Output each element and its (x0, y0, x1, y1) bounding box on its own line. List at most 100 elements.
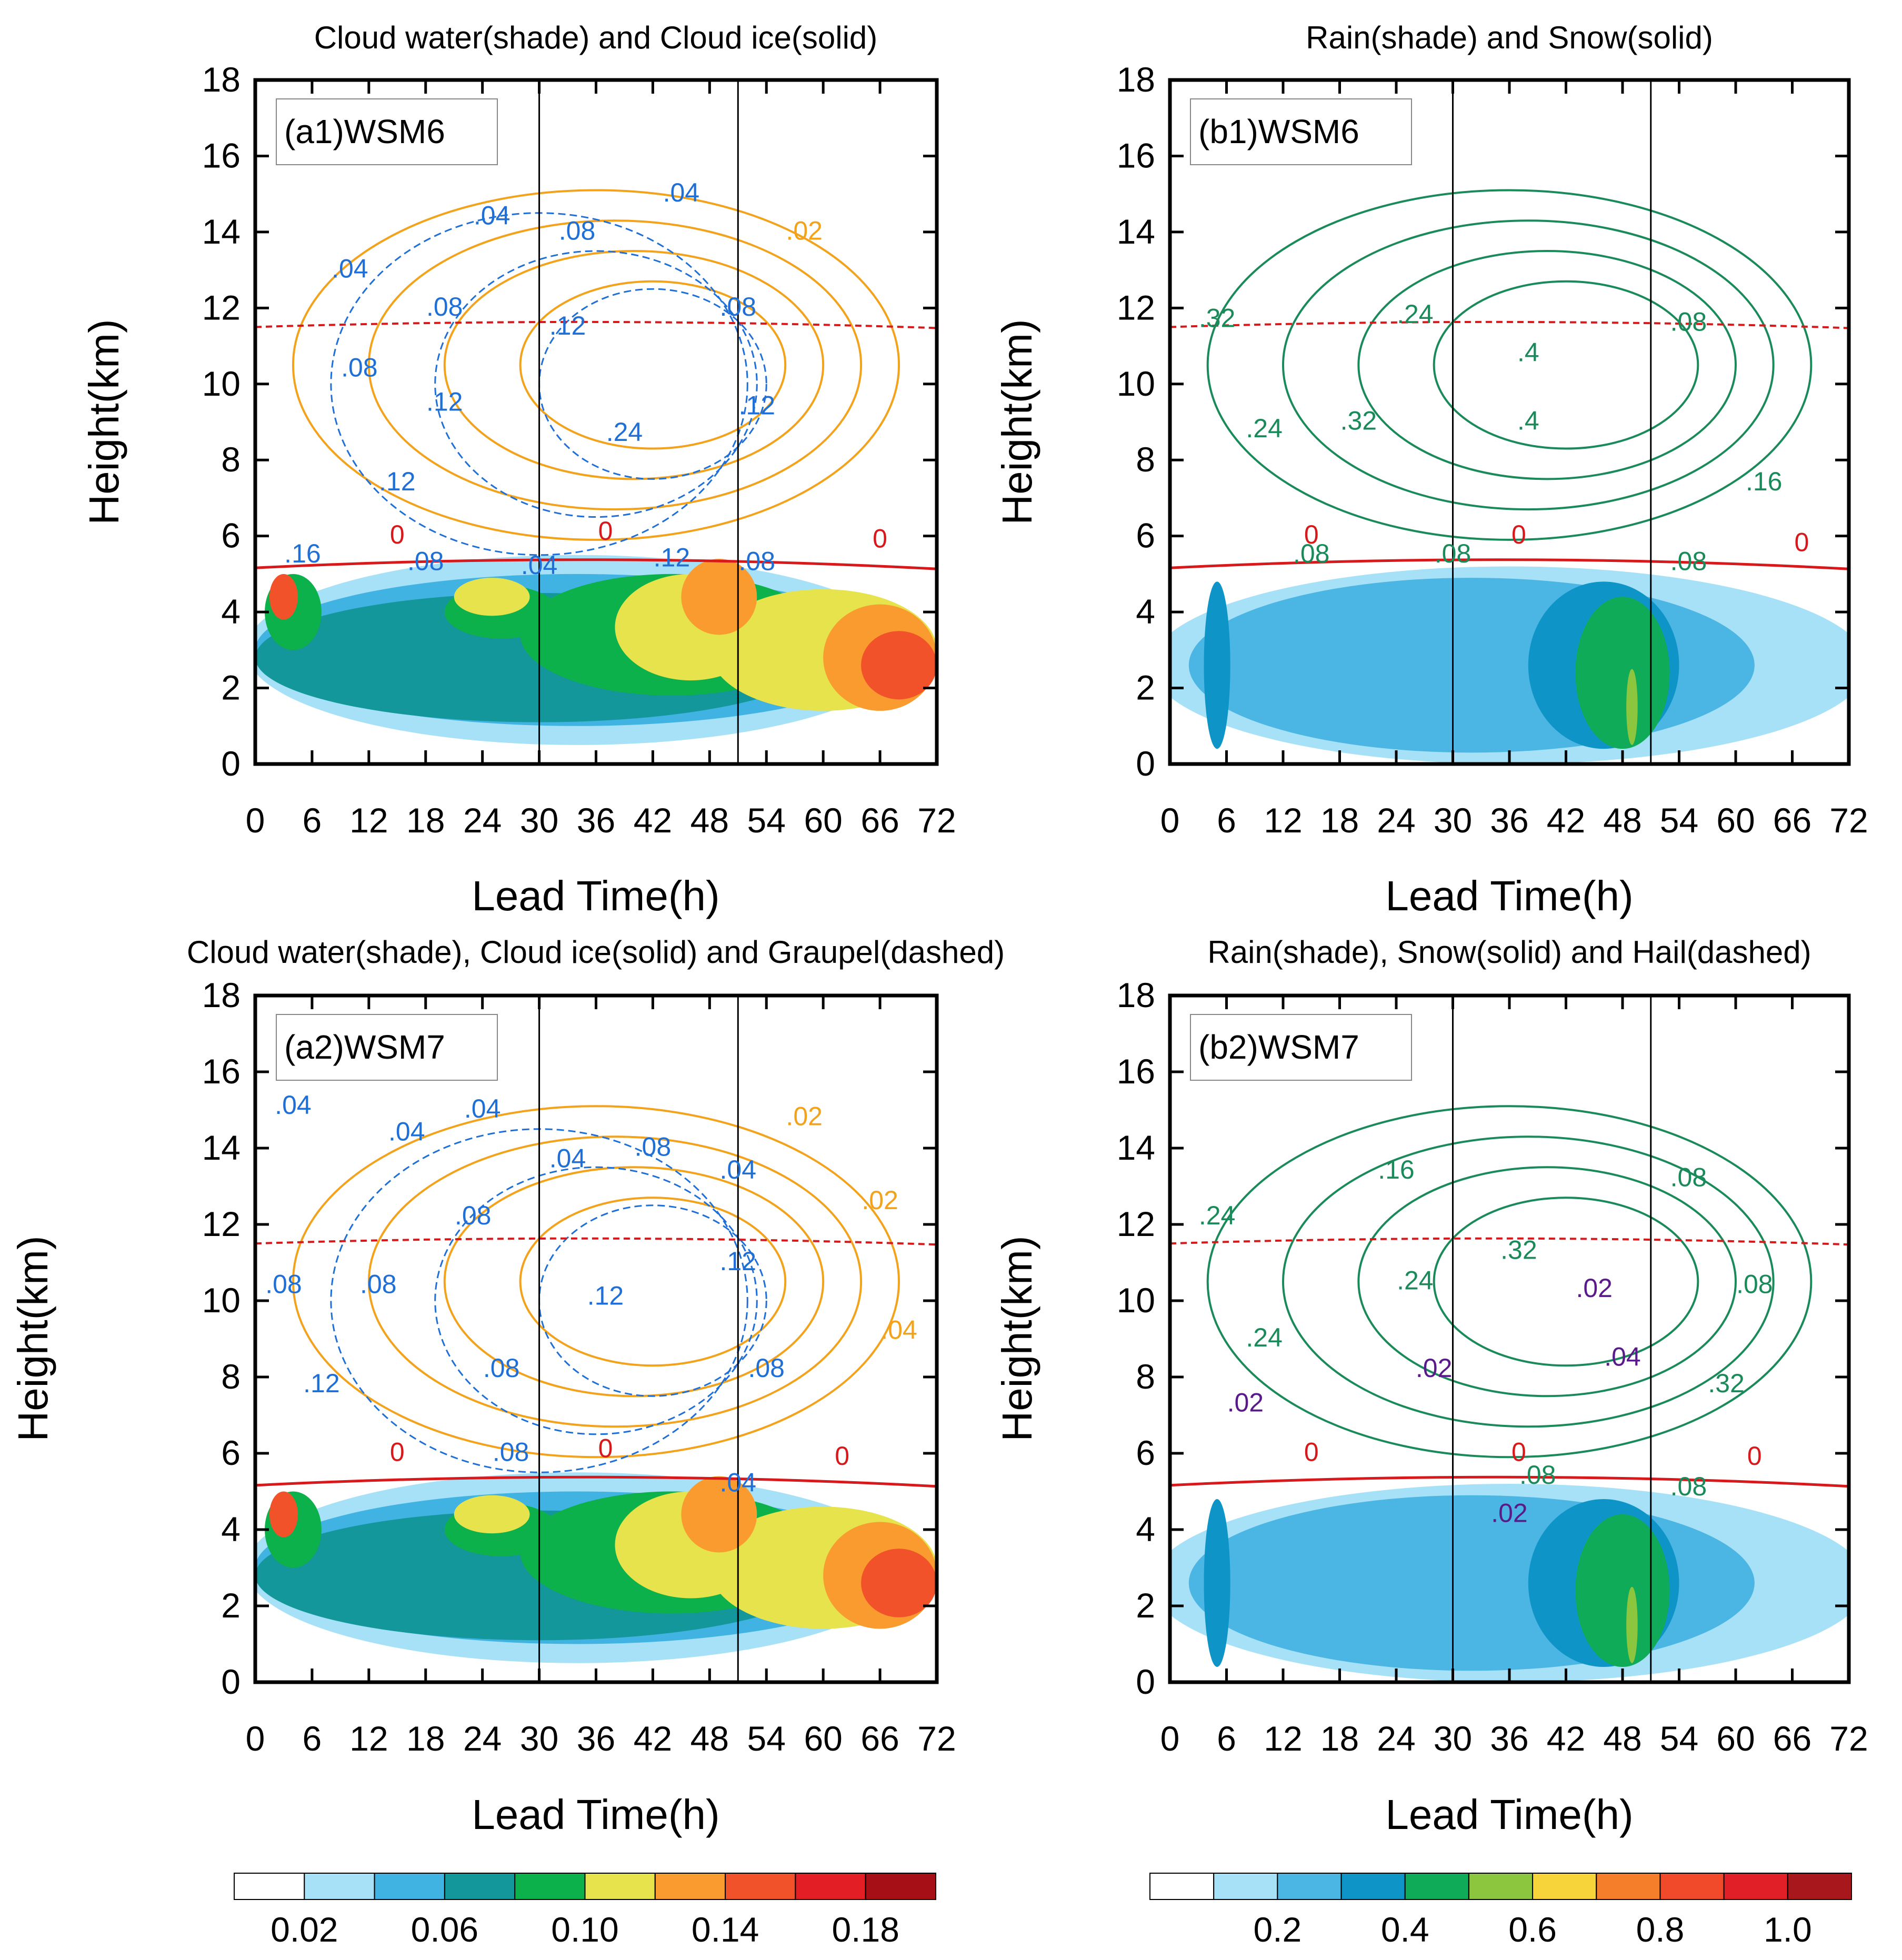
colorbar-label: 0.14 (692, 1910, 759, 1949)
contour-label: .24 (1246, 414, 1283, 443)
x-tick-label: 18 (1320, 801, 1359, 840)
x-tick-label: 36 (577, 1719, 615, 1758)
contour-label: .08 (407, 547, 444, 576)
panel-a2: Cloud water(shade), Cloud ice(solid) and… (9, 934, 1005, 1838)
contour-line (1357, 1166, 1737, 1398)
y-tick-label: 12 (202, 288, 241, 327)
y-tick-label: 18 (202, 976, 241, 1014)
contour-label: 0 (1304, 520, 1319, 549)
y-tick-label: 4 (221, 1510, 241, 1549)
graupel-contour (434, 250, 758, 518)
contour-line (519, 1197, 787, 1367)
contour-label: .08 (426, 292, 463, 321)
contour-label: .08 (341, 353, 378, 382)
shade-region (454, 1495, 530, 1534)
contour-label: .04 (464, 1094, 501, 1123)
contour-label: .24 (1397, 1265, 1434, 1295)
colorbar-swatch (584, 1873, 656, 1900)
y-tick-label: 2 (221, 1586, 241, 1625)
y-tick-label: 16 (202, 136, 241, 175)
contour-label: .08 (559, 216, 596, 245)
colorbar-swatch (1340, 1873, 1406, 1900)
y-axis-label: Height(km) (994, 1235, 1040, 1441)
tropopause-line (1170, 1237, 1849, 1246)
x-tick-label: 24 (463, 801, 502, 840)
colorbar-swatch (1532, 1873, 1597, 1900)
colorbar-label: 0.18 (832, 1910, 899, 1949)
contour-label: .02 (1491, 1499, 1528, 1528)
contour-label: 0 (390, 1438, 405, 1467)
plot-area: .32.24.24.32.4.4.08.16.08.08.080 0 0 (1170, 80, 1849, 764)
x-tick-label: 48 (1603, 801, 1641, 840)
y-tick-label: 0 (1136, 744, 1155, 783)
contour-line (1206, 1105, 1813, 1459)
contour-label: .04 (388, 1117, 425, 1147)
contour-label: .08 (1519, 1460, 1556, 1490)
contour-label: .02 (862, 1185, 898, 1215)
contour-label: 0 (1304, 1438, 1319, 1467)
graupel-contour (538, 1204, 767, 1397)
x-tick-label: 60 (804, 1719, 842, 1758)
contour-label: .08 (1736, 1270, 1773, 1299)
y-tick-label: 8 (1136, 440, 1155, 479)
colorbar-swatch (1404, 1873, 1469, 1900)
contour-label: .12 (739, 391, 776, 420)
contour-label: .04 (880, 1315, 917, 1345)
contour-label: 0 (1747, 1441, 1762, 1471)
x-tick-label: 42 (1547, 801, 1585, 840)
x-tick-label: 66 (860, 1719, 899, 1758)
contour-label: .24 (1246, 1323, 1283, 1352)
x-tick-label: 24 (463, 1719, 502, 1758)
panel-a1: Cloud water(shade) and Cloud ice(solid) … (81, 20, 956, 919)
x-tick-label: 6 (1217, 801, 1236, 840)
colorbar-swatch (1468, 1873, 1534, 1900)
panel-b1: Rain(shade) and Snow(solid) .32 .24 .24 .32… (994, 20, 1868, 919)
colorbar-swatch (795, 1873, 866, 1900)
y-tick-label: 14 (1117, 212, 1155, 251)
y-tick-label: 12 (202, 1204, 241, 1243)
shade-region (1575, 597, 1670, 749)
contour-line (1433, 1197, 1699, 1367)
y-tick-label: 16 (1117, 136, 1155, 175)
contour-label: .04 (521, 550, 558, 580)
contour-label: .08 (455, 1201, 492, 1230)
contour-label: .4 (1517, 406, 1539, 435)
colorbar-swatch (514, 1873, 586, 1900)
x-tick-label: 54 (747, 1719, 786, 1758)
contour-label: .08 (635, 1132, 672, 1162)
contour-label: .08 (720, 292, 757, 321)
plot-area: .24 .16 .24 .24 .32 .08 .08 .32 .08 .08 .02 .02 .02.… (1170, 996, 1849, 1682)
contour-line (367, 219, 863, 511)
contour-line (443, 1166, 825, 1398)
panel-title: Rain(shade) and Snow(solid) (1306, 20, 1713, 55)
contour-line (1282, 1135, 1775, 1428)
contour-label: .4 (1517, 337, 1539, 367)
x-tick-label: 42 (1547, 1719, 1585, 1758)
contour-label: .08 (1670, 307, 1707, 337)
y-tick-label: 10 (1117, 364, 1155, 403)
y-tick-label: 16 (1117, 1052, 1155, 1091)
colorbar-swatch (1277, 1873, 1342, 1900)
contour-label: .24 (1397, 299, 1434, 329)
x-axis-label: Lead Time(h) (1385, 1791, 1633, 1838)
contour-label: .32 (1340, 406, 1377, 435)
x-tick-label: 18 (406, 801, 445, 840)
contour-label: .12 (549, 311, 586, 340)
colorbar-label: 0.2 (1253, 1910, 1302, 1949)
colorbar-swatch (304, 1873, 375, 1900)
y-tick-label: 8 (221, 440, 241, 479)
contour-line (367, 1135, 863, 1428)
contour-label: .08 (360, 1270, 397, 1299)
freezing-level-line (255, 1475, 937, 1488)
contour-label: 0 (1795, 528, 1809, 557)
x-tick-label: 12 (349, 801, 388, 840)
contour-label: .16 (1746, 467, 1783, 496)
colorbar-label: 0.4 (1381, 1910, 1429, 1949)
contour-label: .32 (1199, 303, 1236, 333)
y-tick-label: 16 (202, 1052, 241, 1091)
panel-label-box: (b1)WSM6 (1190, 98, 1412, 165)
colorbar-left: 0.02 0.06 0.10 0.14 0.18 (234, 1873, 936, 1949)
